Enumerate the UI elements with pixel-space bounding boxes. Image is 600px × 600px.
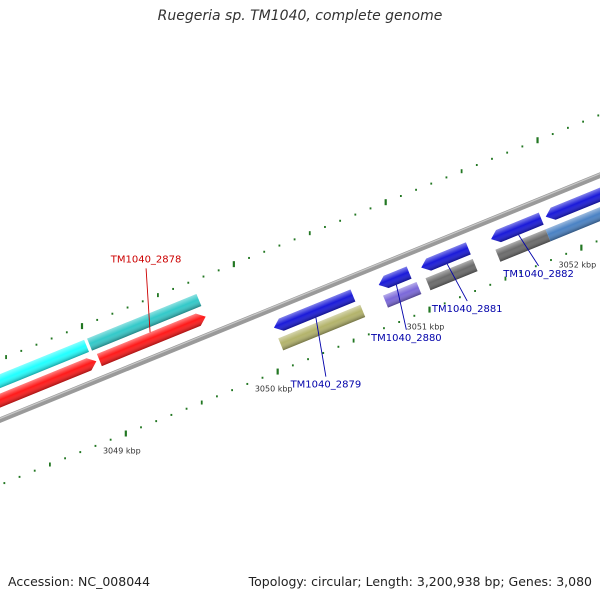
gene-features: [0, 135, 600, 504]
gene-arrow-shading: [96, 313, 206, 367]
gene-feature[interactable]: [425, 259, 478, 291]
gene-feature[interactable]: [545, 152, 600, 242]
gene-label-leader: [145, 268, 151, 333]
gene-label: TM1040_2882: [502, 269, 574, 280]
gene-label-leader: [518, 234, 539, 267]
gene-arrow-shading: [425, 259, 478, 291]
gene-arrow-shading: [545, 152, 600, 242]
gene-label: TM1040_2879: [290, 380, 362, 391]
gene-feature[interactable]: [376, 266, 412, 291]
gene-feature[interactable]: [489, 212, 544, 245]
scale-tick-label: 3051 kbp: [407, 323, 445, 332]
gene-label-leader: [395, 284, 407, 330]
gene-arrow-shading: [278, 304, 366, 351]
gene-label-leader: [446, 263, 468, 302]
gene-arrow-shading: [383, 281, 422, 308]
gene-feature[interactable]: [96, 311, 208, 367]
map-title: Ruegeria sp. TM1040, complete genome: [157, 8, 443, 24]
scale-tick-label: 3052 kbp: [559, 261, 597, 270]
scale-tick-label: 3049 kbp: [103, 447, 141, 456]
gene-arrow-shading: [495, 229, 551, 262]
gene-label-leader: [315, 317, 327, 377]
gene-feature[interactable]: [419, 242, 471, 273]
gene-feature[interactable]: [383, 281, 422, 308]
gene-feature[interactable]: [0, 339, 89, 487]
gene-arrow-shading: [0, 358, 97, 504]
accession-text: Accession: NC_008044: [8, 574, 151, 589]
gene-arrow-shading: [273, 289, 356, 331]
gene-feature[interactable]: [87, 293, 202, 351]
gene-arrow-shading: [0, 339, 89, 487]
gene-label: TM1040_2881: [431, 304, 503, 315]
gene-label: TM1040_2878: [110, 254, 182, 265]
gene-feature[interactable]: [0, 355, 99, 504]
gene-feature[interactable]: [271, 289, 356, 333]
gene-label: TM1040_2880: [370, 333, 442, 344]
gene-arrow-shading: [87, 293, 202, 351]
gene-labels: TM1040_2878 TM1040_2879 TM1040_2880 TM1040_…: [110, 234, 574, 391]
gene-feature[interactable]: [495, 229, 551, 262]
gene-feature[interactable]: [278, 304, 366, 351]
scale-tick-label: 3050 kbp: [255, 385, 293, 394]
gene-feature[interactable]: [543, 135, 600, 223]
gene-arrow-shading: [421, 242, 471, 271]
gene-arrow-shading: [545, 135, 600, 220]
genome-stats-text: Topology: circular; Length: 3,200,938 bp…: [248, 574, 592, 589]
gene-arrow-shading: [378, 266, 412, 288]
gene-arrow-shading: [491, 212, 544, 243]
